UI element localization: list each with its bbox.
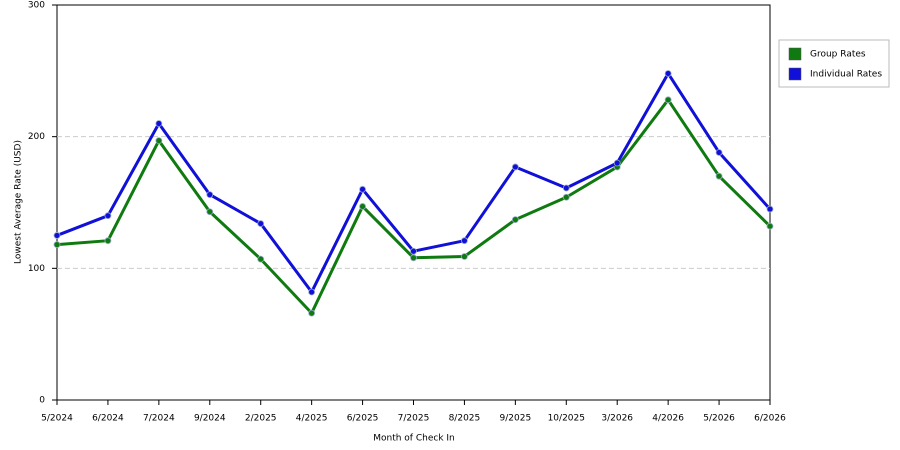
- plot-area: [56, 4, 771, 401]
- x-tick-label: 3/2026: [601, 414, 633, 424]
- data-point: [715, 172, 723, 180]
- data-point: [562, 184, 570, 192]
- data-point: [664, 70, 672, 77]
- y-tick-label: 100: [28, 264, 45, 274]
- data-point: [155, 120, 163, 127]
- legend-swatch: [788, 47, 802, 61]
- data-point: [766, 222, 774, 230]
- x-tick-label: 2/2025: [245, 414, 277, 424]
- x-tick-label: 7/2024: [143, 414, 175, 424]
- data-point: [206, 208, 214, 216]
- x-tick-label: 6/2026: [754, 414, 786, 424]
- data-point: [53, 241, 61, 249]
- data-point: [257, 255, 265, 263]
- legend-label: Individual Rates: [810, 70, 882, 80]
- data-point: [410, 254, 417, 262]
- data-point: [511, 163, 519, 171]
- legend-label: Group Rates: [810, 50, 866, 60]
- data-point: [359, 185, 366, 193]
- data-point: [613, 159, 621, 167]
- legend-swatch: [788, 67, 802, 81]
- data-point: [104, 212, 112, 220]
- data-point: [257, 220, 265, 227]
- data-point: [53, 232, 61, 239]
- data-point: [308, 309, 316, 317]
- x-tick-label: 7/2025: [398, 414, 430, 424]
- x-tick-label: 8/2025: [449, 414, 481, 424]
- y-axis-label: Lowest Average Rate (USD): [14, 140, 24, 264]
- x-tick-label: 10/2025: [548, 414, 585, 424]
- data-point: [308, 288, 316, 296]
- data-point: [715, 149, 723, 156]
- data-point: [461, 253, 468, 260]
- data-point: [410, 247, 417, 255]
- data-point: [766, 205, 774, 213]
- data-point: [511, 216, 519, 224]
- y-tick-label: 0: [39, 396, 45, 406]
- data-point: [104, 237, 112, 245]
- x-tick-label: 5/2026: [703, 414, 735, 424]
- x-axis-label: Month of Check In: [373, 434, 455, 444]
- x-tick-label: 9/2024: [194, 414, 226, 424]
- x-tick-label: 4/2025: [296, 414, 328, 424]
- data-point: [359, 203, 366, 210]
- data-point: [155, 137, 163, 145]
- x-tick-label: 5/2024: [41, 414, 73, 424]
- x-tick-label: 4/2026: [652, 414, 684, 424]
- data-point: [206, 191, 214, 199]
- y-tick-label: 200: [28, 132, 45, 142]
- y-tick-label: 300: [28, 1, 45, 11]
- x-tick-label: 6/2025: [347, 414, 379, 424]
- data-point: [664, 96, 672, 104]
- data-point: [562, 193, 570, 201]
- data-point: [461, 237, 468, 245]
- x-tick-label: 6/2024: [92, 414, 124, 424]
- x-tick-label: 9/2025: [500, 414, 532, 424]
